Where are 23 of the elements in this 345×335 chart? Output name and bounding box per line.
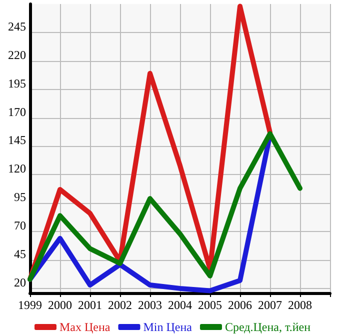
- x-tick-label: 2001: [78, 298, 102, 312]
- x-tick-label: 1999: [18, 298, 42, 312]
- x-tick-label: 2007: [258, 298, 282, 312]
- y-tick-label: 45: [14, 247, 26, 262]
- legend-label: Сред.Цена, т.йен: [224, 320, 312, 334]
- x-tick-label: 2003: [138, 298, 162, 312]
- x-tick-label: 2006: [228, 298, 252, 312]
- y-tick-label: 120: [8, 162, 26, 176]
- legend-label: Max Цена: [59, 320, 111, 334]
- y-tick-label: 170: [8, 104, 26, 119]
- x-tick-label: 2000: [48, 298, 72, 312]
- x-tick-label: 2005: [198, 298, 222, 312]
- y-tick-label: 220: [8, 48, 26, 62]
- y-tick-label: 20: [14, 275, 26, 290]
- y-tick-label: 70: [14, 218, 26, 233]
- x-tick-label: 2004: [168, 298, 192, 312]
- legend-label: Min Цена: [143, 320, 193, 334]
- y-tick-label: 195: [8, 76, 26, 90]
- y-tick-label: 145: [8, 133, 26, 148]
- x-tick-label: 2002: [108, 298, 132, 312]
- x-tick-label: 2008: [288, 298, 312, 312]
- y-tick-label: 245: [8, 19, 26, 34]
- y-tick-label: 95: [14, 190, 26, 204]
